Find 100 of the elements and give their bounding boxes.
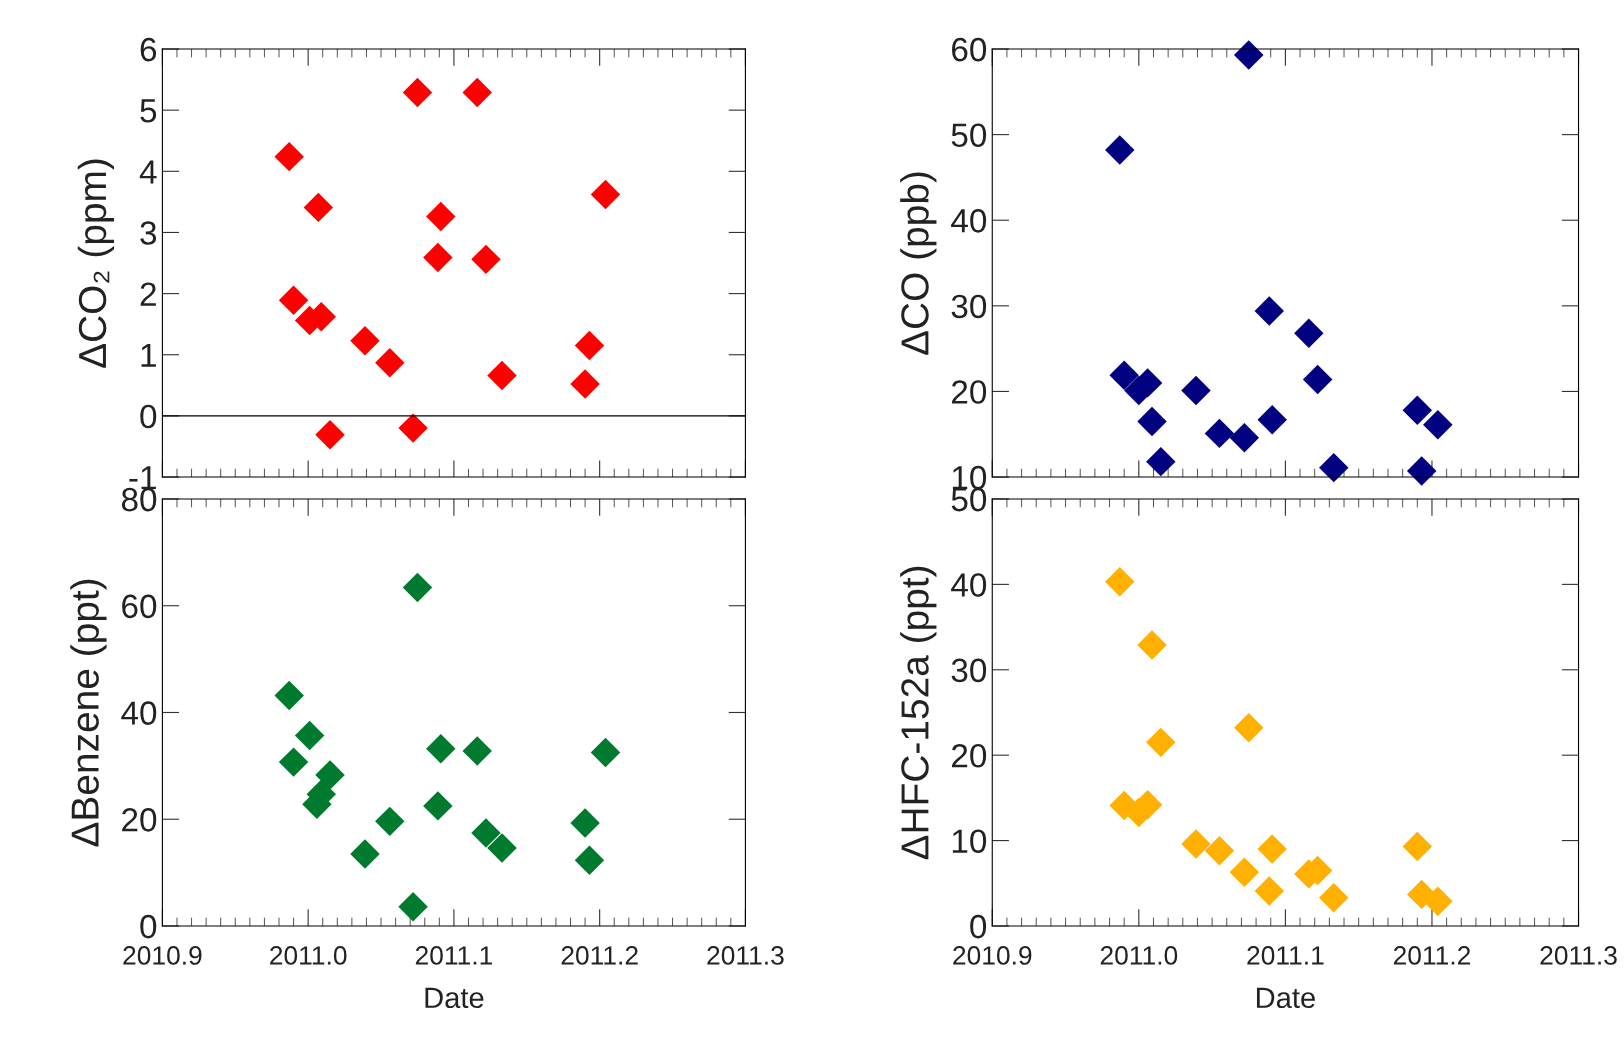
point — [274, 141, 304, 172]
point — [398, 413, 428, 443]
y-tick-label: 0 — [140, 404, 157, 429]
point — [1137, 406, 1167, 437]
y-axis-title: ΔCO₂ (ppm) — [77, 159, 115, 368]
y-tick-label: 5 — [140, 99, 157, 123]
x-tick-label: 2011.3 — [707, 946, 784, 965]
y-tick-label: 40 — [951, 209, 987, 233]
y-axis-title: ΔBenzene (ppt) — [70, 579, 107, 847]
point — [426, 201, 456, 232]
point — [590, 179, 621, 210]
point — [1423, 886, 1453, 916]
point — [1402, 395, 1433, 425]
y-tick-label: 40 — [121, 701, 157, 725]
point — [423, 242, 453, 273]
x-tick-label: 2011.2 — [561, 946, 638, 965]
point — [487, 360, 517, 391]
y-tick-label: -1 — [129, 466, 156, 490]
point — [1105, 135, 1135, 165]
point — [1229, 857, 1260, 887]
point — [303, 192, 334, 223]
y-tick-label: 30 — [951, 658, 987, 683]
point — [570, 808, 600, 838]
point — [1146, 727, 1176, 758]
y-tick-label: 0 — [970, 914, 987, 939]
point — [1181, 829, 1211, 859]
point — [462, 77, 492, 108]
y-tick-label: 80 — [121, 487, 157, 512]
y-tick-label: 50 — [951, 123, 987, 148]
point — [398, 892, 428, 922]
point — [1254, 296, 1284, 326]
point — [402, 572, 433, 603]
y-tick-label: 6 — [140, 37, 157, 62]
point — [574, 845, 605, 876]
point — [278, 747, 309, 777]
y-tick-label: 10 — [952, 829, 987, 853]
x-tick-label: 2011.1 — [415, 946, 493, 965]
point — [471, 818, 501, 848]
point — [278, 285, 309, 316]
point — [350, 325, 380, 356]
y-tick-label: 4 — [139, 160, 157, 184]
y-tick-label: 60 — [952, 37, 987, 62]
point — [1257, 834, 1287, 864]
point — [574, 330, 605, 361]
x-tick-label: 2011.0 — [1100, 946, 1178, 965]
x-tick-label: 2010.9 — [953, 946, 1032, 965]
point — [471, 244, 501, 275]
y-tick-label: 60 — [122, 594, 157, 619]
point — [1257, 404, 1287, 435]
y-tick-label: 3 — [140, 221, 157, 245]
point — [315, 760, 345, 790]
point — [315, 420, 345, 450]
point — [1204, 418, 1235, 449]
point — [1319, 452, 1349, 483]
y-tick-label: 1 — [141, 343, 156, 367]
x-tick-label: 2011.1 — [1247, 946, 1324, 965]
point — [1423, 410, 1453, 440]
x-tick-label: 2011.2 — [1393, 946, 1471, 965]
point — [375, 347, 405, 378]
y-tick-label: 30 — [951, 294, 987, 319]
x-axis-title: Date — [425, 987, 484, 1009]
point — [1137, 630, 1167, 660]
point — [1294, 318, 1324, 348]
point — [1254, 876, 1284, 906]
point — [274, 680, 304, 711]
point — [1146, 446, 1176, 477]
point — [590, 737, 621, 768]
y-tick-label: 20 — [952, 380, 987, 404]
point — [1229, 422, 1260, 453]
point — [426, 734, 456, 764]
point — [375, 806, 405, 837]
point — [423, 791, 453, 821]
point — [294, 720, 325, 751]
x-tick-label: 2010.9 — [123, 946, 202, 965]
y-axis-title: ΔCO (ppb) — [900, 172, 937, 355]
x-tick-label: 2011.0 — [270, 946, 347, 965]
point — [1181, 375, 1211, 406]
y-tick-label: 10 — [952, 465, 987, 490]
point — [402, 77, 433, 108]
y-tick-label: 20 — [122, 808, 157, 832]
y-axis-title: ΔHFC-152a (ppt) — [900, 566, 937, 860]
point — [1109, 360, 1139, 390]
point — [487, 833, 517, 863]
y-tick-label: 20 — [952, 743, 987, 768]
y-tick-label: 0 — [140, 914, 157, 939]
point — [462, 736, 492, 766]
point — [570, 369, 600, 399]
point — [1406, 456, 1437, 486]
point — [1234, 713, 1264, 743]
y-tick-label: 2 — [140, 282, 156, 306]
point — [1402, 831, 1433, 862]
y-tick-label: 40 — [951, 573, 987, 597]
point — [350, 839, 380, 869]
x-tick-label: 2011.3 — [1540, 946, 1617, 965]
point — [1319, 883, 1349, 913]
x-axis-title: Date — [1256, 987, 1315, 1009]
point — [1234, 40, 1264, 70]
point — [1105, 567, 1135, 597]
point — [1302, 364, 1333, 395]
point — [1204, 836, 1235, 866]
